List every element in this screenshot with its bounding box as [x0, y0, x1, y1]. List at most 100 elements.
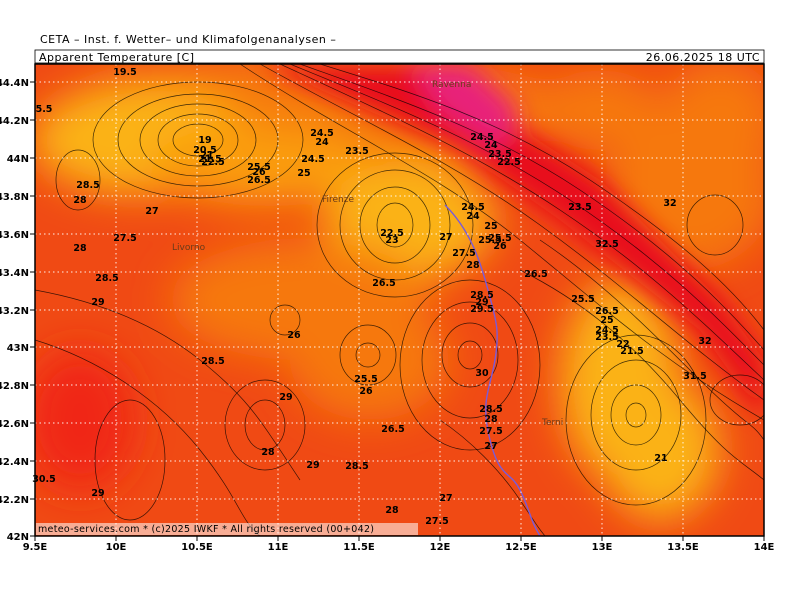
contour-value-label: 27.5	[452, 248, 475, 259]
lon-tick-label: 13.5E	[667, 542, 699, 553]
contour-value-label: 29	[279, 392, 292, 403]
lat-tick-label: 42.8N	[0, 381, 29, 392]
lat-tick-label: 44.4N	[0, 78, 29, 89]
map-frame	[34, 63, 765, 537]
contour-value-label: 30	[475, 368, 489, 379]
contour-value-label: 25	[484, 221, 497, 232]
contour-value-label: 25	[600, 315, 613, 326]
contour-value-label: 24	[315, 137, 329, 148]
contour-lines	[35, 64, 764, 536]
contour-value-label: 28	[261, 447, 275, 458]
lon-tick-label: 12.5E	[505, 542, 537, 553]
city-terni: Terni	[541, 418, 563, 428]
lat-tick-label: 44N	[7, 154, 29, 165]
contour-value-label: 30.5	[32, 474, 55, 485]
contour-value-label: 28	[73, 195, 87, 206]
lon-tick-label: 14E	[754, 542, 775, 553]
contour-value-label: 28.5	[470, 290, 493, 301]
contour-value-label: 24.5	[461, 202, 484, 213]
contour-value-label: 29	[91, 297, 104, 308]
contour-value-label: 28	[73, 243, 87, 254]
contour-value-label: 25.5	[571, 294, 594, 305]
contour-value-label: 25	[297, 168, 310, 179]
tick-marks	[30, 81, 765, 541]
lat-tick-label: 43.2N	[0, 306, 29, 317]
contour-value-label: 28.5	[95, 273, 118, 284]
contour-value-label: 26.5	[372, 278, 395, 289]
contour-value-label: 24.5	[595, 325, 618, 336]
contour-value-label: 25.5	[247, 162, 270, 173]
city-livorno: Livorno	[172, 243, 206, 253]
contour-value-label: 21	[200, 150, 213, 161]
contour-value-label: 31.5	[683, 371, 706, 382]
contour-value-label: 28.5	[76, 180, 99, 191]
contour-value-label: 27	[439, 493, 452, 504]
contour-value-label: 24.5	[301, 154, 324, 165]
lon-tick-label: 10E	[106, 542, 127, 553]
contour-value-label: 29.5	[470, 304, 493, 315]
contour-value-label: 28.5	[201, 356, 224, 367]
contour-value-label: 26	[359, 386, 373, 397]
contour-value-label: 23	[385, 235, 398, 246]
contour-value-label: 26.5	[595, 306, 618, 317]
contour-value-label: 24.5	[310, 128, 333, 139]
contour-value-label: 28	[484, 414, 498, 425]
contour-value-label: 28	[466, 260, 480, 271]
contour-value-label: 26.5	[524, 269, 547, 280]
lat-tick-label: 42.4N	[0, 457, 29, 468]
contour-value-label: 22.5	[201, 157, 224, 168]
lat-tick-label: 42N	[7, 532, 29, 543]
contour-value-label: 26	[493, 241, 507, 252]
lat-tick-label: 43.8N	[0, 192, 29, 203]
lon-tick-label: 10.5E	[181, 542, 213, 553]
grid-lines	[35, 64, 764, 536]
contour-value-label: 29	[91, 488, 104, 499]
contour-value-label: 32.5	[595, 239, 618, 250]
copyright-footer: meteo-services.com * (c)2025 IWKF * All …	[38, 524, 374, 535]
contour-value-label: 27	[145, 206, 158, 217]
river-line	[444, 204, 541, 536]
contour-value-label: 25.5	[354, 374, 377, 385]
temperature-field	[35, 64, 764, 536]
institute-title: CETA – Inst. f. Wetter– und Klimafolgena…	[40, 33, 337, 46]
contour-value-label: 19.5	[113, 67, 136, 78]
contour-value-label: 26.5	[247, 175, 270, 186]
lat-tick-label: 42.2N	[0, 495, 29, 506]
contour-value-label: 27.5	[479, 426, 502, 437]
city-firenze: Firenze	[322, 195, 354, 205]
contour-value-label: 21	[654, 453, 667, 464]
contour-value-label: 20.5	[193, 145, 216, 156]
contour-value-label: 25.5	[478, 235, 501, 246]
contour-value-label: 24	[484, 140, 498, 151]
header-bar	[34, 49, 765, 64]
contour-value-label: 24	[466, 211, 480, 222]
lon-tick-label: 12E	[430, 542, 451, 553]
contour-value-label: 27.5	[113, 233, 136, 244]
contour-value-label: 21.5	[198, 154, 221, 165]
variable-title: Apparent Temperature [C]	[39, 51, 195, 64]
contour-value-label: 25.5	[488, 233, 511, 244]
lat-tick-label: 42.6N	[0, 419, 29, 430]
contour-value-label: 28.5	[479, 404, 502, 415]
lat-axis: 44.4N 44.2N 44N 43.8N 43.6N 43.4N 43.2N …	[0, 78, 29, 543]
contour-value-label: 5.5	[36, 104, 53, 115]
contour-value-label: 23.5	[488, 149, 511, 160]
contour-value-label: 27	[484, 441, 497, 452]
contour-value-label: 26	[252, 167, 266, 178]
lon-tick-label: 9.5E	[23, 542, 48, 553]
contour-value-label: 19	[198, 135, 211, 146]
lon-tick-label: 11.5E	[343, 542, 375, 553]
contour-value-label: 22.5	[497, 157, 520, 168]
contour-value-label: 32	[698, 336, 711, 347]
contour-value-label: 23.5	[568, 202, 591, 213]
contour-value-label: 23.5	[345, 146, 368, 157]
lat-tick-label: 43N	[7, 343, 29, 354]
contour-value-label: 27	[439, 232, 452, 243]
contour-value-label: 29	[306, 460, 319, 471]
city-ravenna: Ravenna	[432, 80, 471, 90]
contour-value-label: 29	[475, 297, 488, 308]
contour-value-label: 23.5	[595, 332, 618, 343]
footer-bar	[36, 523, 418, 535]
contour-labels: 19.55.51920.52121.522.524.52424.523.525.…	[32, 67, 711, 527]
